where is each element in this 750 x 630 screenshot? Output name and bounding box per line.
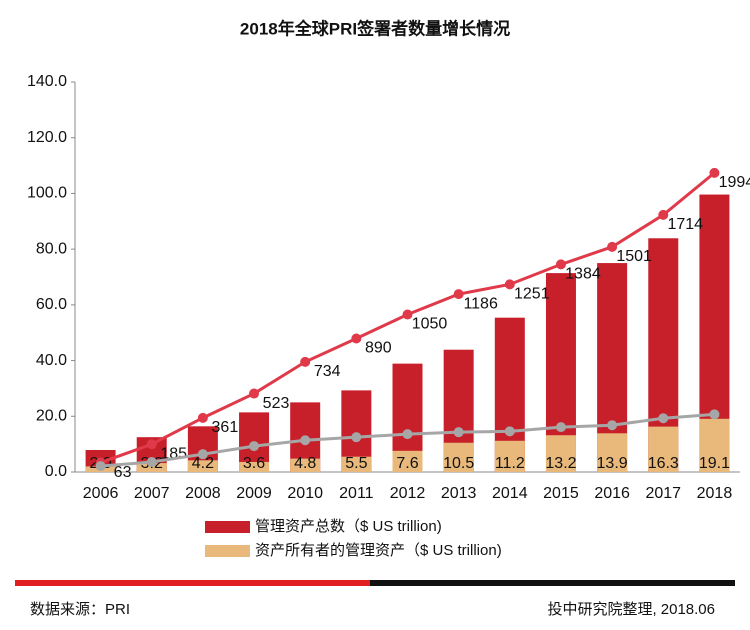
value-label: 1714	[667, 216, 703, 233]
bar	[290, 458, 321, 472]
bar	[392, 450, 423, 472]
point	[709, 409, 720, 420]
bar	[597, 433, 628, 472]
credit: 投中研究院整理, 2018.06	[547, 600, 715, 618]
x-tick-label: 2009	[236, 485, 272, 502]
value-label: 523	[263, 395, 290, 412]
legend-label: 资产所有者的管理资产（$ US trillion)	[255, 542, 502, 559]
y-tick-label: 120.0	[27, 129, 67, 146]
bar	[239, 461, 270, 472]
legend-swatch	[205, 521, 250, 533]
value-label: 13.9	[597, 455, 628, 472]
bar	[699, 418, 730, 472]
legend-swatch	[205, 545, 250, 557]
bar	[648, 426, 679, 472]
x-tick-label: 2011	[339, 485, 374, 502]
legend-label: 管理资产总数（$ US trillion)	[255, 518, 442, 535]
x-tick-label: 2013	[441, 485, 477, 502]
point	[146, 439, 157, 450]
divider-black	[370, 580, 735, 586]
point	[453, 427, 464, 438]
point	[555, 422, 566, 433]
point	[300, 356, 311, 367]
point	[249, 388, 260, 399]
point	[402, 309, 413, 320]
point	[555, 259, 566, 270]
y-tick-label: 60.0	[36, 296, 67, 313]
point	[504, 426, 515, 437]
point	[146, 456, 157, 467]
value-label: 1994	[719, 174, 750, 191]
value-label: 361	[212, 419, 239, 436]
value-label: 4.2	[192, 455, 214, 472]
bar	[494, 440, 525, 472]
x-tick-label: 2015	[543, 485, 579, 502]
x-tick-label: 2007	[134, 485, 170, 502]
value-label: 63	[114, 464, 132, 481]
divider-red	[15, 580, 370, 586]
point	[607, 241, 618, 252]
value-label: 734	[314, 363, 341, 380]
point	[658, 413, 669, 424]
point	[351, 432, 362, 443]
value-label: 7.6	[396, 455, 418, 472]
source: 数据来源：PRI	[30, 601, 130, 618]
point	[607, 420, 618, 431]
value-label: 1501	[616, 248, 652, 265]
x-tick-label: 2010	[287, 485, 323, 502]
chart-title: 2018年全球PRI签署者数量增长情况	[240, 18, 510, 38]
point	[249, 441, 260, 452]
bar	[187, 460, 218, 472]
y-tick-label: 100.0	[27, 185, 67, 202]
value-label: 1251	[514, 286, 550, 303]
value-label: 4.8	[294, 455, 316, 472]
x-tick-label: 2016	[594, 485, 630, 502]
y-tick-label: 20.0	[36, 408, 67, 425]
value-label: 890	[365, 340, 392, 357]
point	[197, 412, 208, 423]
value-label: 16.3	[648, 455, 679, 472]
y-tick-label: 140.0	[27, 73, 67, 90]
y-tick-label: 40.0	[36, 352, 67, 369]
value-label: 1384	[565, 266, 601, 283]
point	[504, 279, 515, 290]
x-tick-label: 2014	[492, 485, 528, 502]
y-tick-label: 80.0	[36, 240, 67, 257]
value-label: 3.6	[243, 455, 265, 472]
bar	[341, 456, 372, 472]
point	[709, 167, 720, 178]
point	[300, 435, 311, 446]
bar	[443, 442, 474, 472]
x-tick-label: 2017	[645, 485, 681, 502]
value-label: 1050	[412, 316, 448, 333]
x-tick-label: 2012	[390, 485, 426, 502]
x-tick-label: 2018	[697, 485, 733, 502]
x-tick-label: 2006	[83, 485, 119, 502]
value-label: 5.5	[345, 455, 367, 472]
bar	[545, 435, 576, 472]
x-tick-label: 2008	[185, 485, 221, 502]
point	[402, 429, 413, 440]
point	[453, 289, 464, 300]
value-label: 1186	[463, 295, 498, 312]
y-tick-label: 0.0	[45, 463, 67, 480]
point	[197, 449, 208, 460]
point	[658, 209, 669, 220]
point	[351, 333, 362, 344]
point	[95, 461, 106, 472]
value-label: 11.2	[495, 455, 525, 472]
bar	[136, 463, 167, 472]
value-label: 19.1	[699, 455, 730, 472]
value-label: 10.5	[443, 455, 474, 472]
value-label: 13.2	[545, 455, 576, 472]
